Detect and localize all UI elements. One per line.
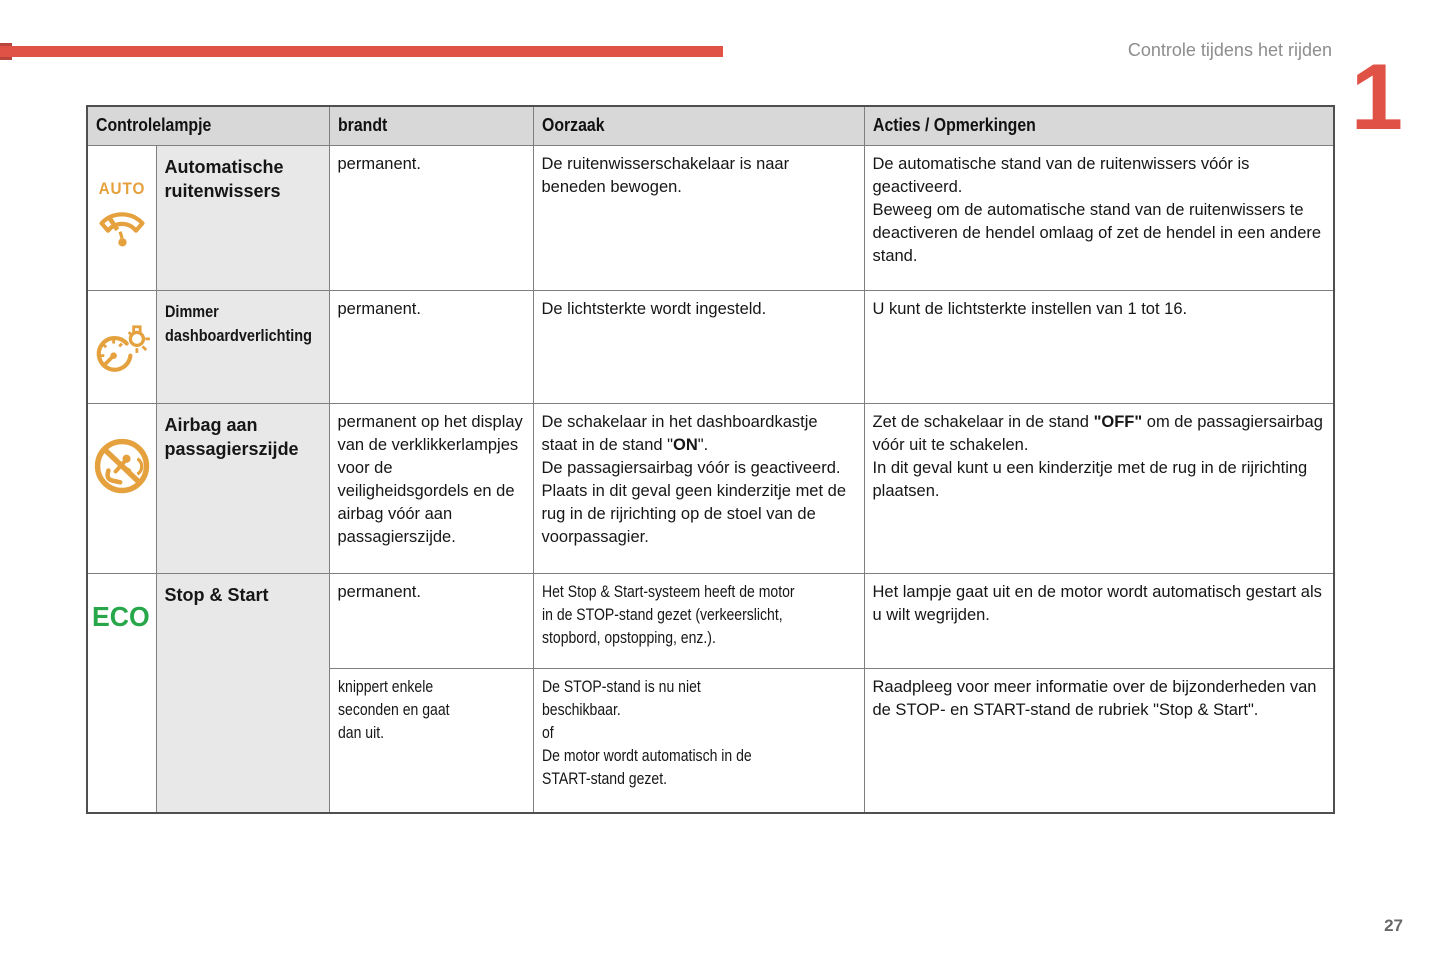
row-stop-start-a: ECO Stop & Start permanent. Het Stop & S…	[86, 572, 1335, 814]
airbag-acties-text: om de passagiersairbag vóór uit te schak…	[872, 412, 1323, 500]
cell-stopstart2-acties: Raadpleeg voor meer informatie over de b…	[863, 667, 1335, 814]
airbag-acties-bold: "OFF"	[1093, 412, 1143, 431]
table-header-row: Controlelampje brandt Oorzaak Acties / O…	[86, 105, 1335, 146]
stopstart1-oorzaak-text: Het Stop & Start-systeem heeft de motor …	[541, 582, 795, 647]
col-header-controlelampje: Controlelampje	[86, 105, 330, 146]
cell-dimmer-icon	[86, 289, 157, 404]
cell-dimmer-label: Dimmer dashboardverlichting	[155, 289, 330, 404]
col-header-label: brandt	[337, 115, 387, 136]
stopstart2-brandt-text: knippert enkele seconden en gaat dan uit…	[337, 677, 450, 742]
col-header-label: Oorzaak	[541, 115, 605, 136]
row-dimmer-dashboard: Dimmer dashboardverlichting permanent. D…	[86, 289, 1335, 404]
cell-dimmer-oorzaak: De lichtsterkte wordt ingesteld.	[532, 289, 865, 404]
cell-wipers-acties: De automatische stand van de ruitenwisse…	[863, 144, 1335, 291]
eco-icon: ECO	[92, 600, 150, 632]
chapter-number: 1	[1350, 44, 1403, 149]
row-automatic-wipers: AUTO Automatische ruitenwissers permanen…	[86, 144, 1335, 291]
cell-wipers-label: Automatische ruitenwissers	[155, 144, 330, 291]
airbag-oorzaak-bold: ON	[673, 435, 698, 454]
cell-airbag-brandt: permanent op het display van de verklikk…	[328, 402, 534, 574]
cell-stopstart1-acties: Het lampje gaat uit en de motor wordt au…	[863, 572, 1335, 669]
airbag-oorzaak-text: De schakelaar in het dashboardkastje sta…	[541, 412, 818, 454]
cell-stopstart-label: Stop & Start	[155, 572, 330, 814]
col-header-label: Controlelampje	[96, 115, 212, 136]
cell-dimmer-brandt: permanent.	[328, 289, 534, 404]
col-header-label: Acties / Opmerkingen	[872, 115, 1036, 136]
cell-wipers-brandt: permanent.	[328, 144, 534, 291]
auto-label: AUTO	[98, 178, 146, 198]
col-header-oorzaak: Oorzaak	[532, 105, 865, 146]
page-header-title: Controle tijdens het rijden	[1127, 40, 1332, 60]
accent-bar	[0, 46, 723, 57]
cell-stopstart2-oorzaak: De STOP-stand is nu niet beschikbaar. of…	[532, 667, 865, 814]
auto-wipers-icon	[99, 211, 145, 246]
cell-dimmer-acties: U kunt de lichtsterkte instellen van 1 t…	[863, 289, 1335, 404]
cell-airbag-label: Airbag aan passagierszijde	[155, 402, 330, 574]
col-header-acties: Acties / Opmerkingen	[863, 105, 1335, 146]
row-stop-start-b: knippert enkele seconden en gaat dan uit…	[87, 667, 1335, 814]
cell-stopstart1-oorzaak: Het Stop & Start-systeem heeft de motor …	[532, 572, 865, 669]
page-number: 27	[1384, 916, 1403, 935]
dimmer-dashboard-lighting-icon	[96, 324, 150, 372]
cell-airbag-icon	[86, 402, 157, 574]
row-passenger-airbag: Airbag aan passagierszijde permanent op …	[86, 402, 1335, 574]
cell-airbag-oorzaak: De schakelaar in het dashboardkastje sta…	[532, 402, 865, 574]
cell-wipers-oorzaak: De ruitenwisserschakelaar is naar benede…	[532, 144, 865, 291]
cell-wipers-icon: AUTO	[86, 144, 157, 291]
stopstart2-oorzaak-text: De STOP-stand is nu niet beschikbaar. of…	[541, 677, 752, 788]
passenger-airbag-off-icon	[94, 438, 149, 493]
dimmer-label-text: Dimmer dashboardverlichting	[164, 301, 312, 345]
cell-eco-icon: ECO	[86, 572, 157, 814]
cell-airbag-acties: Zet de schakelaar in de stand "OFF" om d…	[863, 402, 1335, 574]
cell-stopstart2-brandt: knippert enkele seconden en gaat dan uit…	[328, 667, 534, 814]
cell-stopstart1-brandt: permanent.	[328, 572, 534, 669]
airbag-oorzaak-text: ". De passagiersairbag vóór is geactivee…	[541, 435, 847, 546]
airbag-acties-text: Zet de schakelaar in de stand	[872, 412, 1094, 431]
warning-lights-table: Controlelampje brandt Oorzaak Acties / O…	[86, 105, 1335, 814]
col-header-brandt: brandt	[328, 105, 534, 146]
